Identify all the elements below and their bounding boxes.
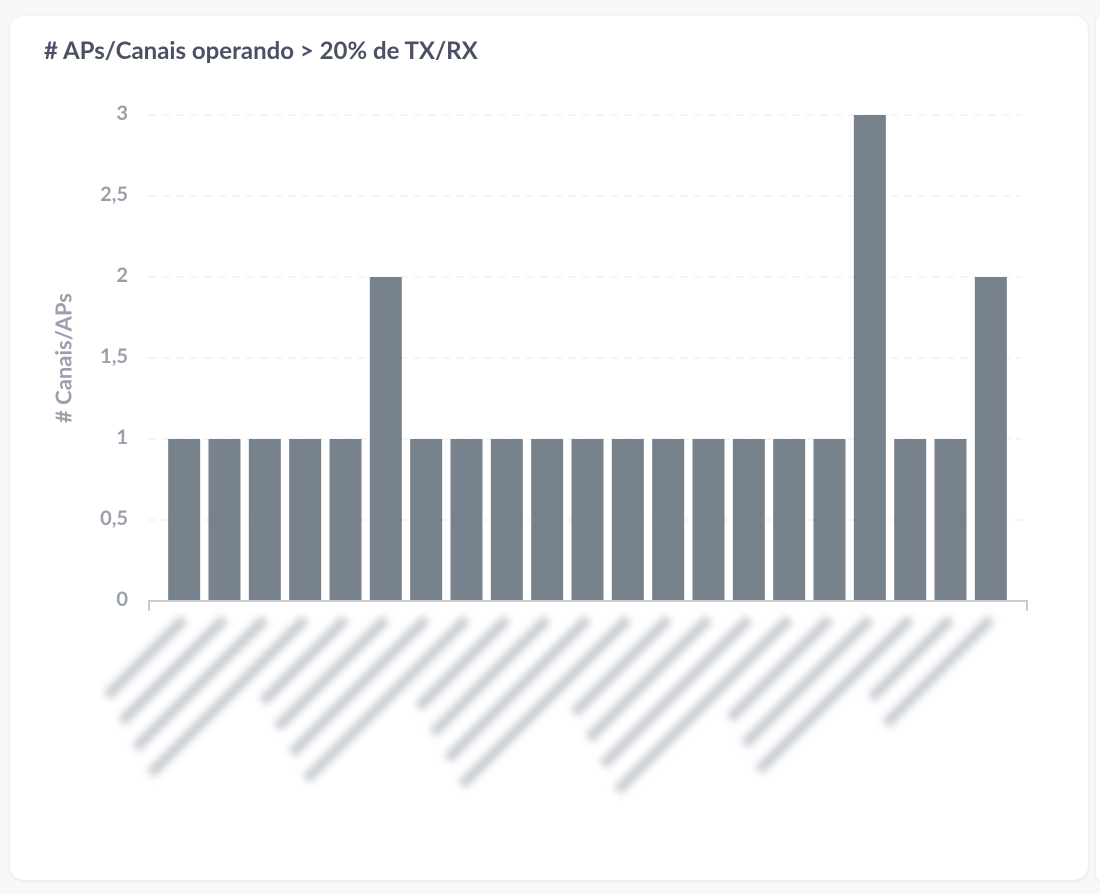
bar [974, 277, 1007, 601]
blurred-label [570, 615, 672, 717]
blurred-label [132, 615, 269, 752]
bar [894, 439, 927, 601]
bar [732, 439, 765, 601]
blurred-label [429, 615, 551, 737]
bar [168, 439, 201, 601]
blurred-label [288, 615, 430, 757]
bar [531, 439, 564, 601]
y-tick-label: 0,5 [100, 506, 128, 530]
y-tick-label: 0 [116, 587, 128, 611]
bar [853, 115, 886, 601]
bar [450, 439, 483, 601]
bar [611, 439, 644, 601]
blurred-label [443, 615, 592, 763]
bar [813, 439, 846, 601]
next-card-edge [1096, 16, 1100, 880]
bar [248, 439, 281, 601]
bar [652, 439, 685, 601]
y-tick-label: 3 [116, 101, 128, 125]
blurred-label [755, 615, 914, 774]
bar [369, 277, 402, 601]
bar [208, 439, 241, 601]
blurred-label [146, 615, 309, 778]
blurred-label [259, 615, 350, 706]
bar [490, 439, 523, 601]
blurred-label [867, 615, 955, 702]
bar [410, 439, 443, 601]
blurred-label [740, 615, 874, 748]
blurred-label [614, 615, 793, 795]
blurred-label [118, 615, 229, 726]
bar [289, 439, 322, 601]
blurred-label [599, 615, 753, 769]
bar [329, 439, 362, 601]
bar [934, 439, 967, 601]
chart-title: # APs/Canais operando > 20% de TX/RX [44, 36, 479, 65]
y-tick-label: 2,5 [100, 182, 128, 206]
y-tick-label: 1 [116, 425, 128, 449]
bar [571, 439, 604, 601]
blurred-label [726, 615, 834, 722]
blurred-label [458, 615, 632, 789]
y-tick-label: 2 [116, 263, 128, 287]
bar [773, 439, 806, 601]
y-axis-label: # Canais/APs [50, 293, 77, 423]
blurred-label [273, 615, 390, 732]
bar [692, 439, 725, 601]
blurred-label [103, 615, 188, 700]
y-tick-label: 1,5 [100, 344, 128, 368]
blurred-label [415, 615, 511, 711]
blurred-label [302, 615, 471, 783]
blurred-label [585, 615, 713, 743]
blurred-label [882, 615, 995, 728]
